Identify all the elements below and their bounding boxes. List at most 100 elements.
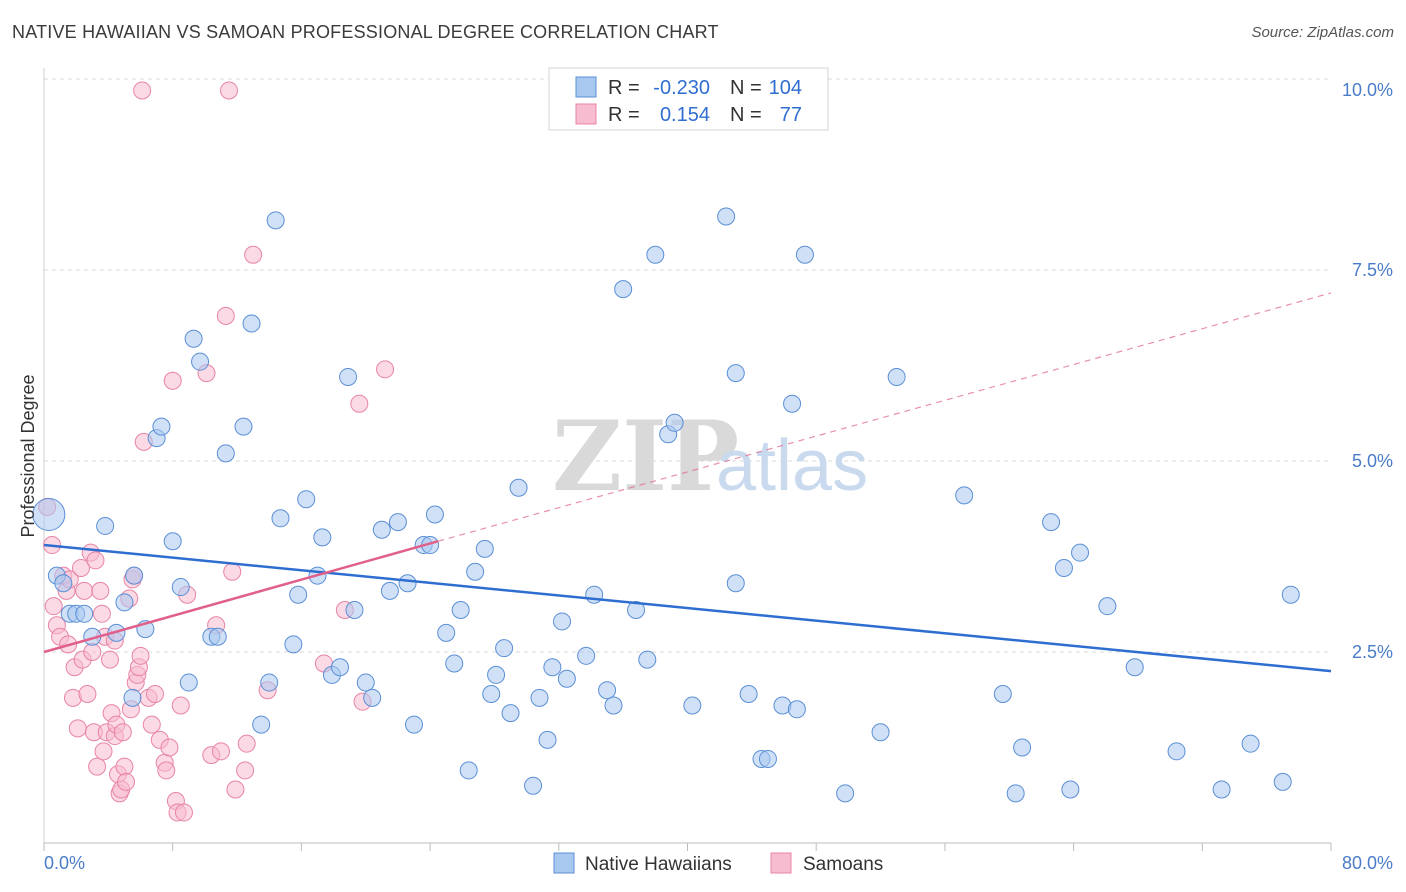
native-hawaiian-point-49 [445,654,464,673]
samoan-point-45 [142,715,161,734]
native-hawaiian-point-42 [388,513,407,532]
native-hawaiian-point-90 [993,685,1012,704]
trend-line-native-hawaiians [43,543,1332,673]
samoan-point-63 [223,562,242,581]
y-axis-label: Professional Degree [18,374,38,537]
native-hawaiian-point-98 [1125,658,1144,677]
native-hawaiian-point-23 [234,417,253,436]
native-hawaiian-point-25 [252,715,271,734]
native-hawaiian-point-62 [543,658,562,677]
native-hawaiian-point-21 [208,627,227,646]
y-tick-label-0: 2.5% [1352,642,1393,662]
samoan-point-54 [171,696,190,715]
samoan-point-60 [211,742,230,761]
native-hawaiian-point-84 [787,700,806,719]
samoan-point-2 [44,597,63,616]
native-hawaiian-point-39 [363,688,382,707]
native-hawaiian-point-29 [284,635,303,654]
legend-n-label-2: N = [730,104,762,126]
native-hawaiian-point-24 [242,314,261,333]
native-hawaiian-point-58 [509,478,528,497]
native-hawaiian-point-2 [54,574,73,593]
source-credit: Source: ZipAtlas.com [1251,24,1394,41]
native-hawaiian-point-68 [604,696,623,715]
samoan-point-20 [88,757,107,776]
native-hawaiian-point-11 [125,566,144,585]
native-hawaiian-point-7 [96,516,115,535]
native-hawaiian-point-96 [1071,543,1090,562]
native-hawaiian-point-92 [1013,738,1032,757]
native-hawaiian-point-72 [646,245,665,264]
axes [43,68,1332,851]
native-hawaiian-point-94 [1054,558,1073,577]
native-hawaiian-point-57 [501,704,520,723]
native-hawaiian-point-69 [614,280,633,299]
native-hawaiian-point-103 [1281,585,1300,604]
samoan-point-69 [350,394,369,413]
native-hawaiian-point-79 [739,685,758,704]
legend-r-value-2: 0.154 [660,104,710,126]
samoan-point-65 [236,761,255,780]
native-hawaiian-point-100 [1212,780,1231,799]
native-hawaiian-point-17 [179,673,198,692]
native-hawaiian-point-10 [123,688,142,707]
native-hawaiian-point-26 [260,673,279,692]
legend-n-label-1: N = [730,77,762,99]
series-label-samoans: Samoans [803,854,883,875]
native-hawaiian-point-56 [495,639,514,658]
native-hawaiian-point-86 [836,784,855,803]
native-hawaiian-point-71 [638,650,657,669]
native-hawaiian-point-91 [1006,784,1025,803]
native-hawaiian-point-64 [557,669,576,688]
native-hawaiian-point-78 [726,574,745,593]
series-swatch-samoans [770,852,792,874]
series-label-native-hawaiians: Native Hawaiians [585,854,732,875]
trend-line-samoans [43,540,439,654]
native-hawaiian-point-60 [530,688,549,707]
native-hawaiian-point-33 [313,528,332,547]
native-hawaiian-point-81 [758,749,777,768]
native-hawaiian-point-65 [577,646,596,665]
native-hawaiian-point-75 [683,696,702,715]
samoan-point-74 [131,646,150,665]
legend-r-label-1: R = [608,77,640,99]
tick-labels: 2.5% 5.0% 7.5% 10.0% 0.0% 80.0% [44,80,1393,873]
watermark-atlas: atlas [716,426,868,506]
native-hawaiian-point-48 [437,623,456,642]
x-tick-label-1: 80.0% [1342,853,1393,873]
native-hawaiian-point-102 [1273,772,1292,791]
samoan-point-71 [376,360,395,379]
legend-r-value-1: -0.230 [653,77,710,99]
native-hawaiian-point-52 [466,562,485,581]
native-hawaiian-point-40 [372,520,391,539]
native-hawaiian-point-95 [1061,780,1080,799]
native-hawaiian-point-0 [32,497,66,531]
samoan-point-55 [174,803,193,822]
native-hawaiian-point-38 [356,673,375,692]
native-hawaiian-point-36 [339,367,358,386]
samoan-point-19 [86,551,105,570]
native-hawaiian-point-101 [1241,734,1260,753]
samoan-point-62 [220,81,239,100]
y-tick-label-1: 5.0% [1352,451,1393,471]
native-hawaiian-point-41 [380,581,399,600]
samoan-point-49 [157,761,176,780]
native-hawaiian-point-53 [475,539,494,558]
samoan-point-14 [75,581,94,600]
native-hawaiian-point-16 [171,578,190,597]
native-hawaiian-point-97 [1098,597,1117,616]
samoan-point-33 [115,757,134,776]
native-hawaiian-point-35 [331,658,350,677]
native-hawaiian-point-37 [345,600,364,619]
samoan-point-25 [100,650,119,669]
native-hawaiian-point-88 [887,367,906,386]
native-hawaiian-point-76 [717,207,736,226]
samoan-point-64 [226,780,245,799]
samoan-point-72 [237,734,256,753]
samoan-point-12 [72,558,91,577]
native-hawaiian-point-99 [1167,742,1186,761]
native-hawaiian-point-44 [405,715,424,734]
trend-line-samoans-extension [437,292,1332,542]
native-hawaiian-point-19 [191,352,210,371]
